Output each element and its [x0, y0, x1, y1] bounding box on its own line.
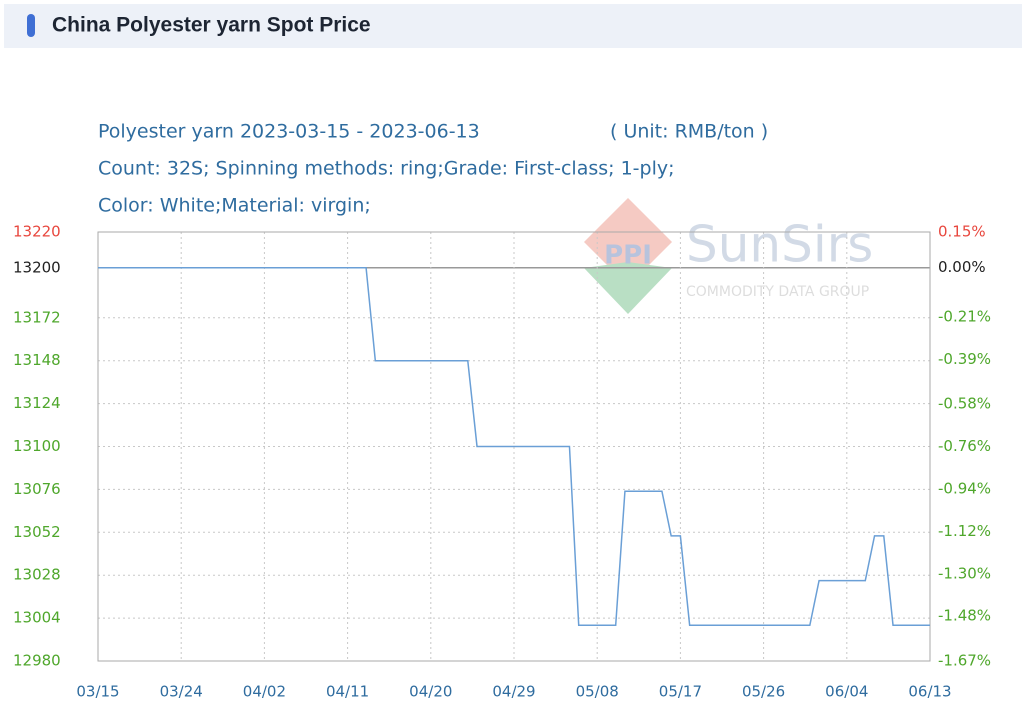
y-tick-label: 13076: [13, 480, 61, 498]
x-tick-label: 06/04: [825, 683, 868, 701]
y-tick-label: 13124: [13, 394, 61, 412]
y2-tick-label: -0.76%: [938, 437, 991, 455]
x-tick-label: 03/24: [160, 683, 203, 701]
x-tick-label: 05/26: [742, 683, 785, 701]
x-tick-label: 05/08: [576, 683, 619, 701]
y2-tick-label: -0.94%: [938, 479, 991, 497]
x-tick-label: 04/29: [492, 683, 535, 701]
y-tick-label: 13148: [13, 351, 61, 369]
subtitle: Count: 32S; Spinning methods: ring;Grade…: [98, 158, 675, 180]
header-icon: [27, 14, 35, 37]
x-tick-label: 05/17: [659, 683, 702, 701]
chart-title: Polyester yarn 2023-03-15 - 2023-06-13: [98, 121, 480, 143]
x-tick-label: 03/15: [76, 683, 119, 701]
y2-tick-label: -0.58%: [938, 395, 991, 413]
y-tick-label: 13172: [13, 308, 61, 326]
y-tick-label: 13004: [13, 609, 61, 627]
watermark: PPI SunSirs COMMODITY DATA GROUP: [584, 198, 873, 314]
y2-tick-label: -1.67%: [938, 652, 991, 670]
unit: ( Unit: RMB/ton ): [610, 121, 768, 143]
logo-bottom: [584, 262, 672, 314]
header-bar: [4, 4, 1022, 48]
y-tick-label: 13100: [13, 437, 61, 455]
y2-tick-label: -0.39%: [938, 350, 991, 368]
y-tick-label: 13028: [13, 566, 61, 584]
price-line: [98, 267, 930, 626]
y2-tick-label: 0.00%: [938, 258, 986, 276]
header-title: China Polyester yarn Spot Price: [52, 14, 371, 37]
y2-tick-label: -1.48%: [938, 607, 991, 625]
x-tick-label: 04/02: [243, 683, 286, 701]
logo-text: PPI: [604, 241, 652, 271]
y-tick-label: 12980: [13, 652, 61, 670]
logo-top: [584, 198, 672, 286]
x-tick-label: 04/20: [409, 683, 452, 701]
watermark-tagline: COMMODITY DATA GROUP: [686, 284, 869, 300]
y2-tick-label: -0.21%: [938, 307, 991, 325]
y-tick-label: 13200: [13, 258, 61, 276]
y2-tick-label: 0.15%: [938, 223, 986, 241]
y-tick-label: 13220: [13, 223, 61, 241]
plot-border: [97, 231, 931, 662]
x-tick-label: 06/13: [908, 683, 951, 701]
y2-tick-label: -1.30%: [938, 564, 991, 582]
y-tick-label: 13052: [13, 523, 61, 541]
x-tick-label: 04/11: [326, 683, 369, 701]
subtitle: Color: White;Material: virgin;: [98, 195, 371, 217]
watermark-brand: SunSirs: [686, 216, 873, 274]
y2-tick-label: -1.12%: [938, 522, 991, 540]
